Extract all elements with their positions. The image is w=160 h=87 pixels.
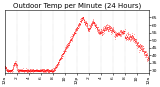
Title: Outdoor Temp per Minute (24 Hours): Outdoor Temp per Minute (24 Hours) xyxy=(13,3,141,9)
